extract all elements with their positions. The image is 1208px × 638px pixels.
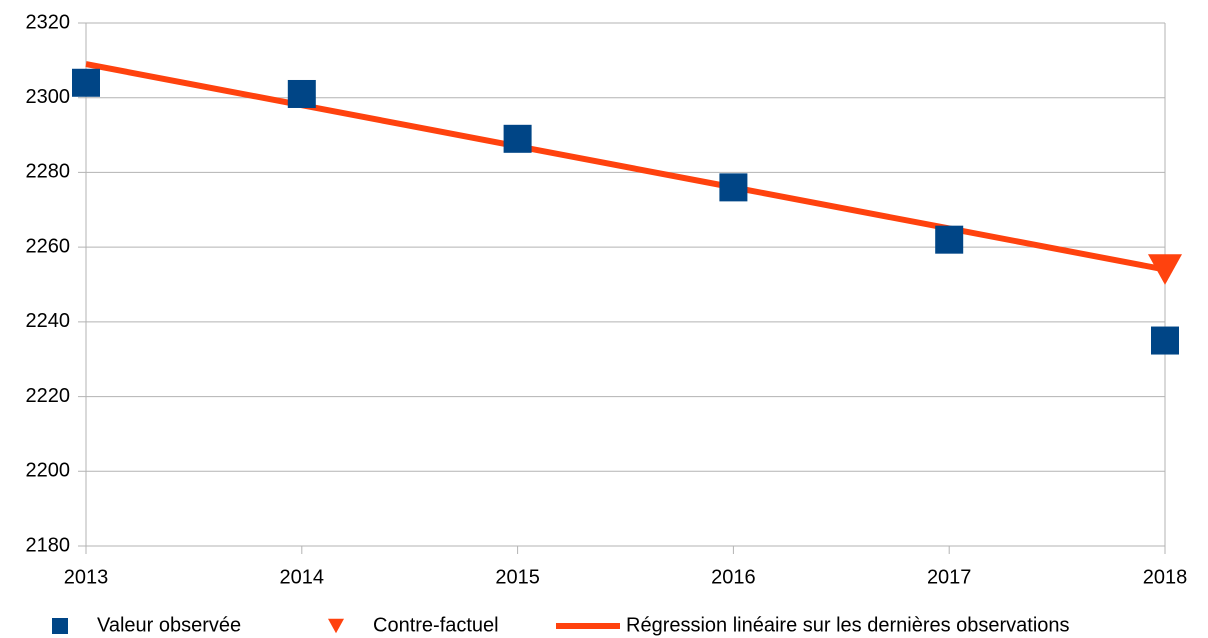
y-tick-label: 2240 xyxy=(26,310,71,332)
data-point xyxy=(719,173,748,202)
legend-label: Valeur observée xyxy=(97,614,241,636)
legend-label: Régression linéaire sur les dernières ob… xyxy=(626,614,1070,636)
y-tick-label: 2280 xyxy=(26,161,71,183)
x-tick-label: 2016 xyxy=(711,566,756,588)
regression-line xyxy=(85,61,1166,273)
data-point xyxy=(1148,254,1182,285)
x-tick-label: 2015 xyxy=(495,566,540,588)
x-tick-label: 2013 xyxy=(64,566,109,588)
data-point xyxy=(503,124,532,153)
legend-label: Contre-factuel xyxy=(373,614,499,636)
legend-swatch xyxy=(328,618,344,634)
data-point xyxy=(935,225,964,254)
data-point xyxy=(287,79,316,108)
y-tick-label: 2200 xyxy=(26,460,71,482)
y-tick-label: 2180 xyxy=(26,534,71,556)
x-tick-label: 2014 xyxy=(280,566,325,588)
y-tick-label: 2320 xyxy=(26,11,71,33)
data-point xyxy=(1151,326,1179,355)
y-tick-label: 2300 xyxy=(26,86,71,108)
x-tick-label: 2017 xyxy=(927,566,972,588)
legend-swatch xyxy=(52,618,68,634)
x-tick-label: 2018 xyxy=(1143,566,1188,588)
data-point xyxy=(72,68,100,97)
y-tick-label: 2220 xyxy=(26,385,71,407)
y-tick-label: 2260 xyxy=(26,235,71,257)
